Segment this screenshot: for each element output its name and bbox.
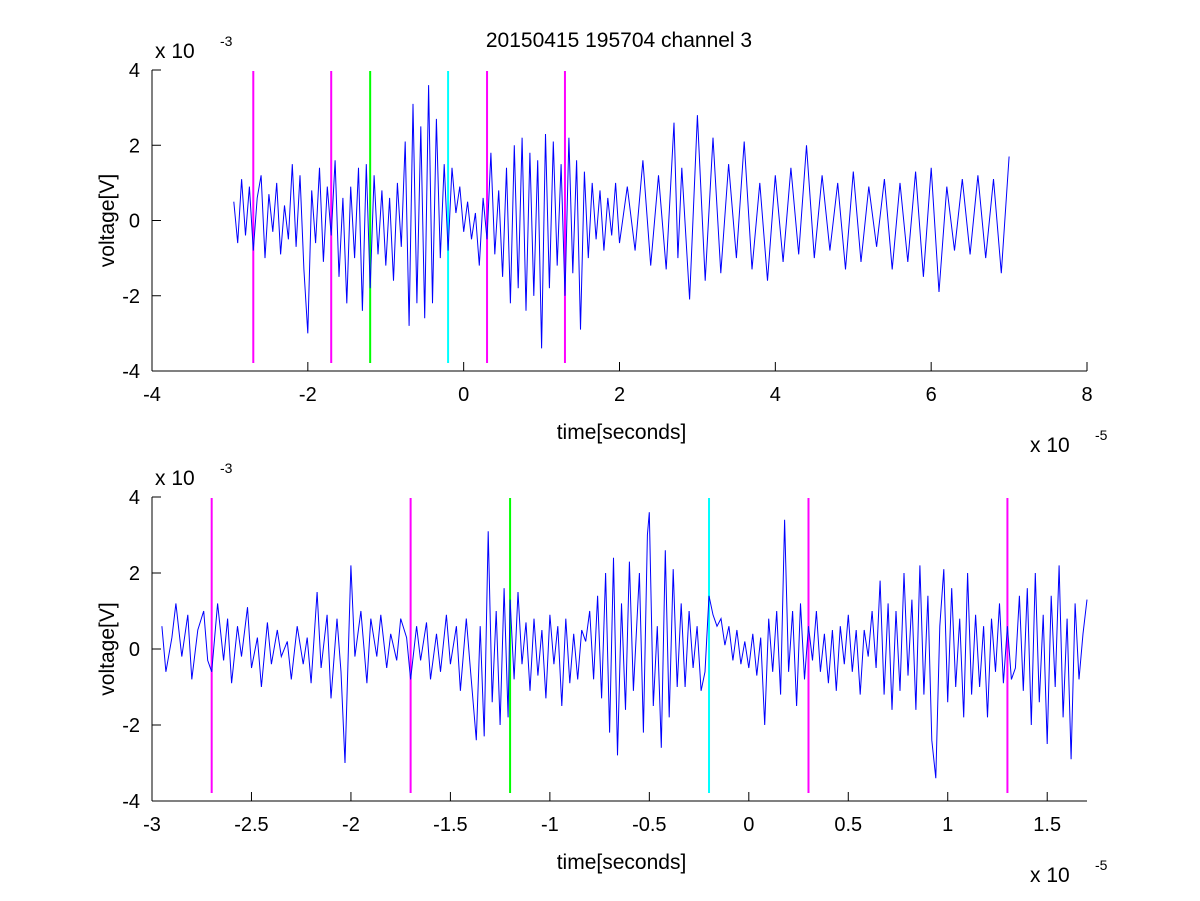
chart-0-y-exponent: -3 bbox=[220, 33, 233, 49]
chart-1-x-tick-label: 1.5 bbox=[1033, 814, 1061, 836]
chart-1-x-tick-label: -0.5 bbox=[632, 814, 666, 836]
chart-0-x-exponent: -5 bbox=[1095, 427, 1108, 443]
chart-1-series-trace-0 bbox=[161, 512, 1088, 779]
chart-0-y-tick-label: 0 bbox=[129, 211, 140, 233]
chart-1-x-tick-label: -1.5 bbox=[433, 814, 467, 836]
chart-1-y-exponent: -3 bbox=[220, 460, 233, 476]
chart-0-x-tick-label: 6 bbox=[926, 384, 937, 406]
chart-0-y-tick-label: 2 bbox=[129, 135, 140, 157]
chart-0-y-axis-label: voltage[V] bbox=[96, 174, 119, 267]
chart-0-x-multiplier: x 10 bbox=[1030, 434, 1070, 457]
chart-1-y-axis-label: voltage[V] bbox=[96, 602, 119, 695]
chart-1-y-tick-label: -2 bbox=[122, 715, 140, 737]
chart-1-x-tick-label: -1 bbox=[541, 814, 559, 836]
chart-1-x-tick-label: -2 bbox=[342, 814, 360, 836]
chart-1-y-tick-label: 4 bbox=[129, 487, 140, 509]
chart-1-y-tick-label: -4 bbox=[122, 791, 140, 813]
chart-0-y-tick-label: -2 bbox=[122, 286, 140, 308]
chart-0-y-tick-label: 4 bbox=[129, 60, 140, 82]
chart-1-x-tick-label: 0 bbox=[743, 814, 754, 836]
chart-0-series-trace-0 bbox=[233, 85, 1010, 349]
chart-0-x-tick-label: 2 bbox=[614, 384, 625, 406]
chart-0-x-axis-label: time[seconds] bbox=[557, 421, 687, 444]
chart-1-x-exponent: -5 bbox=[1095, 857, 1108, 873]
chart-panel-bottom: -3 -2.5 -2 -1.5 -1 -0.5 0 0.5 1 1.5 -4 -2 0 2 4 time[se… bbox=[96, 460, 1108, 887]
chart-1-x-tick-label: 1 bbox=[942, 814, 953, 836]
chart-1-x-tick-label: 0.5 bbox=[834, 814, 862, 836]
chart-panel-top: -4 -2 0 2 4 6 8 -4 -2 0 2 4 time[seconds] voltage[V] x… bbox=[96, 33, 1108, 457]
chart-0-x-tick-label: -4 bbox=[143, 384, 161, 406]
chart-0-x-tick-label: 8 bbox=[1081, 384, 1092, 406]
chart-1-x-multiplier: x 10 bbox=[1030, 864, 1070, 887]
chart-1-y-tick-label: 2 bbox=[129, 563, 140, 585]
chart-1-y-tick-label: 0 bbox=[129, 639, 140, 661]
chart-1-x-tick-label: -3 bbox=[143, 814, 161, 836]
chart-1-x-tick-label: -2.5 bbox=[234, 814, 268, 836]
chart-1-y-multiplier: x 10 bbox=[155, 467, 195, 490]
chart-0-x-tick-label: 4 bbox=[770, 384, 781, 406]
figure-title: 20150415 195704 channel 3 bbox=[486, 29, 752, 52]
chart-0-y-multiplier: x 10 bbox=[155, 40, 195, 63]
chart-1-x-axis-label: time[seconds] bbox=[557, 851, 687, 874]
chart-0-x-tick-label: 0 bbox=[458, 384, 469, 406]
chart-0-y-tick-label: -4 bbox=[122, 361, 140, 383]
chart-0-x-tick-label: -2 bbox=[299, 384, 317, 406]
